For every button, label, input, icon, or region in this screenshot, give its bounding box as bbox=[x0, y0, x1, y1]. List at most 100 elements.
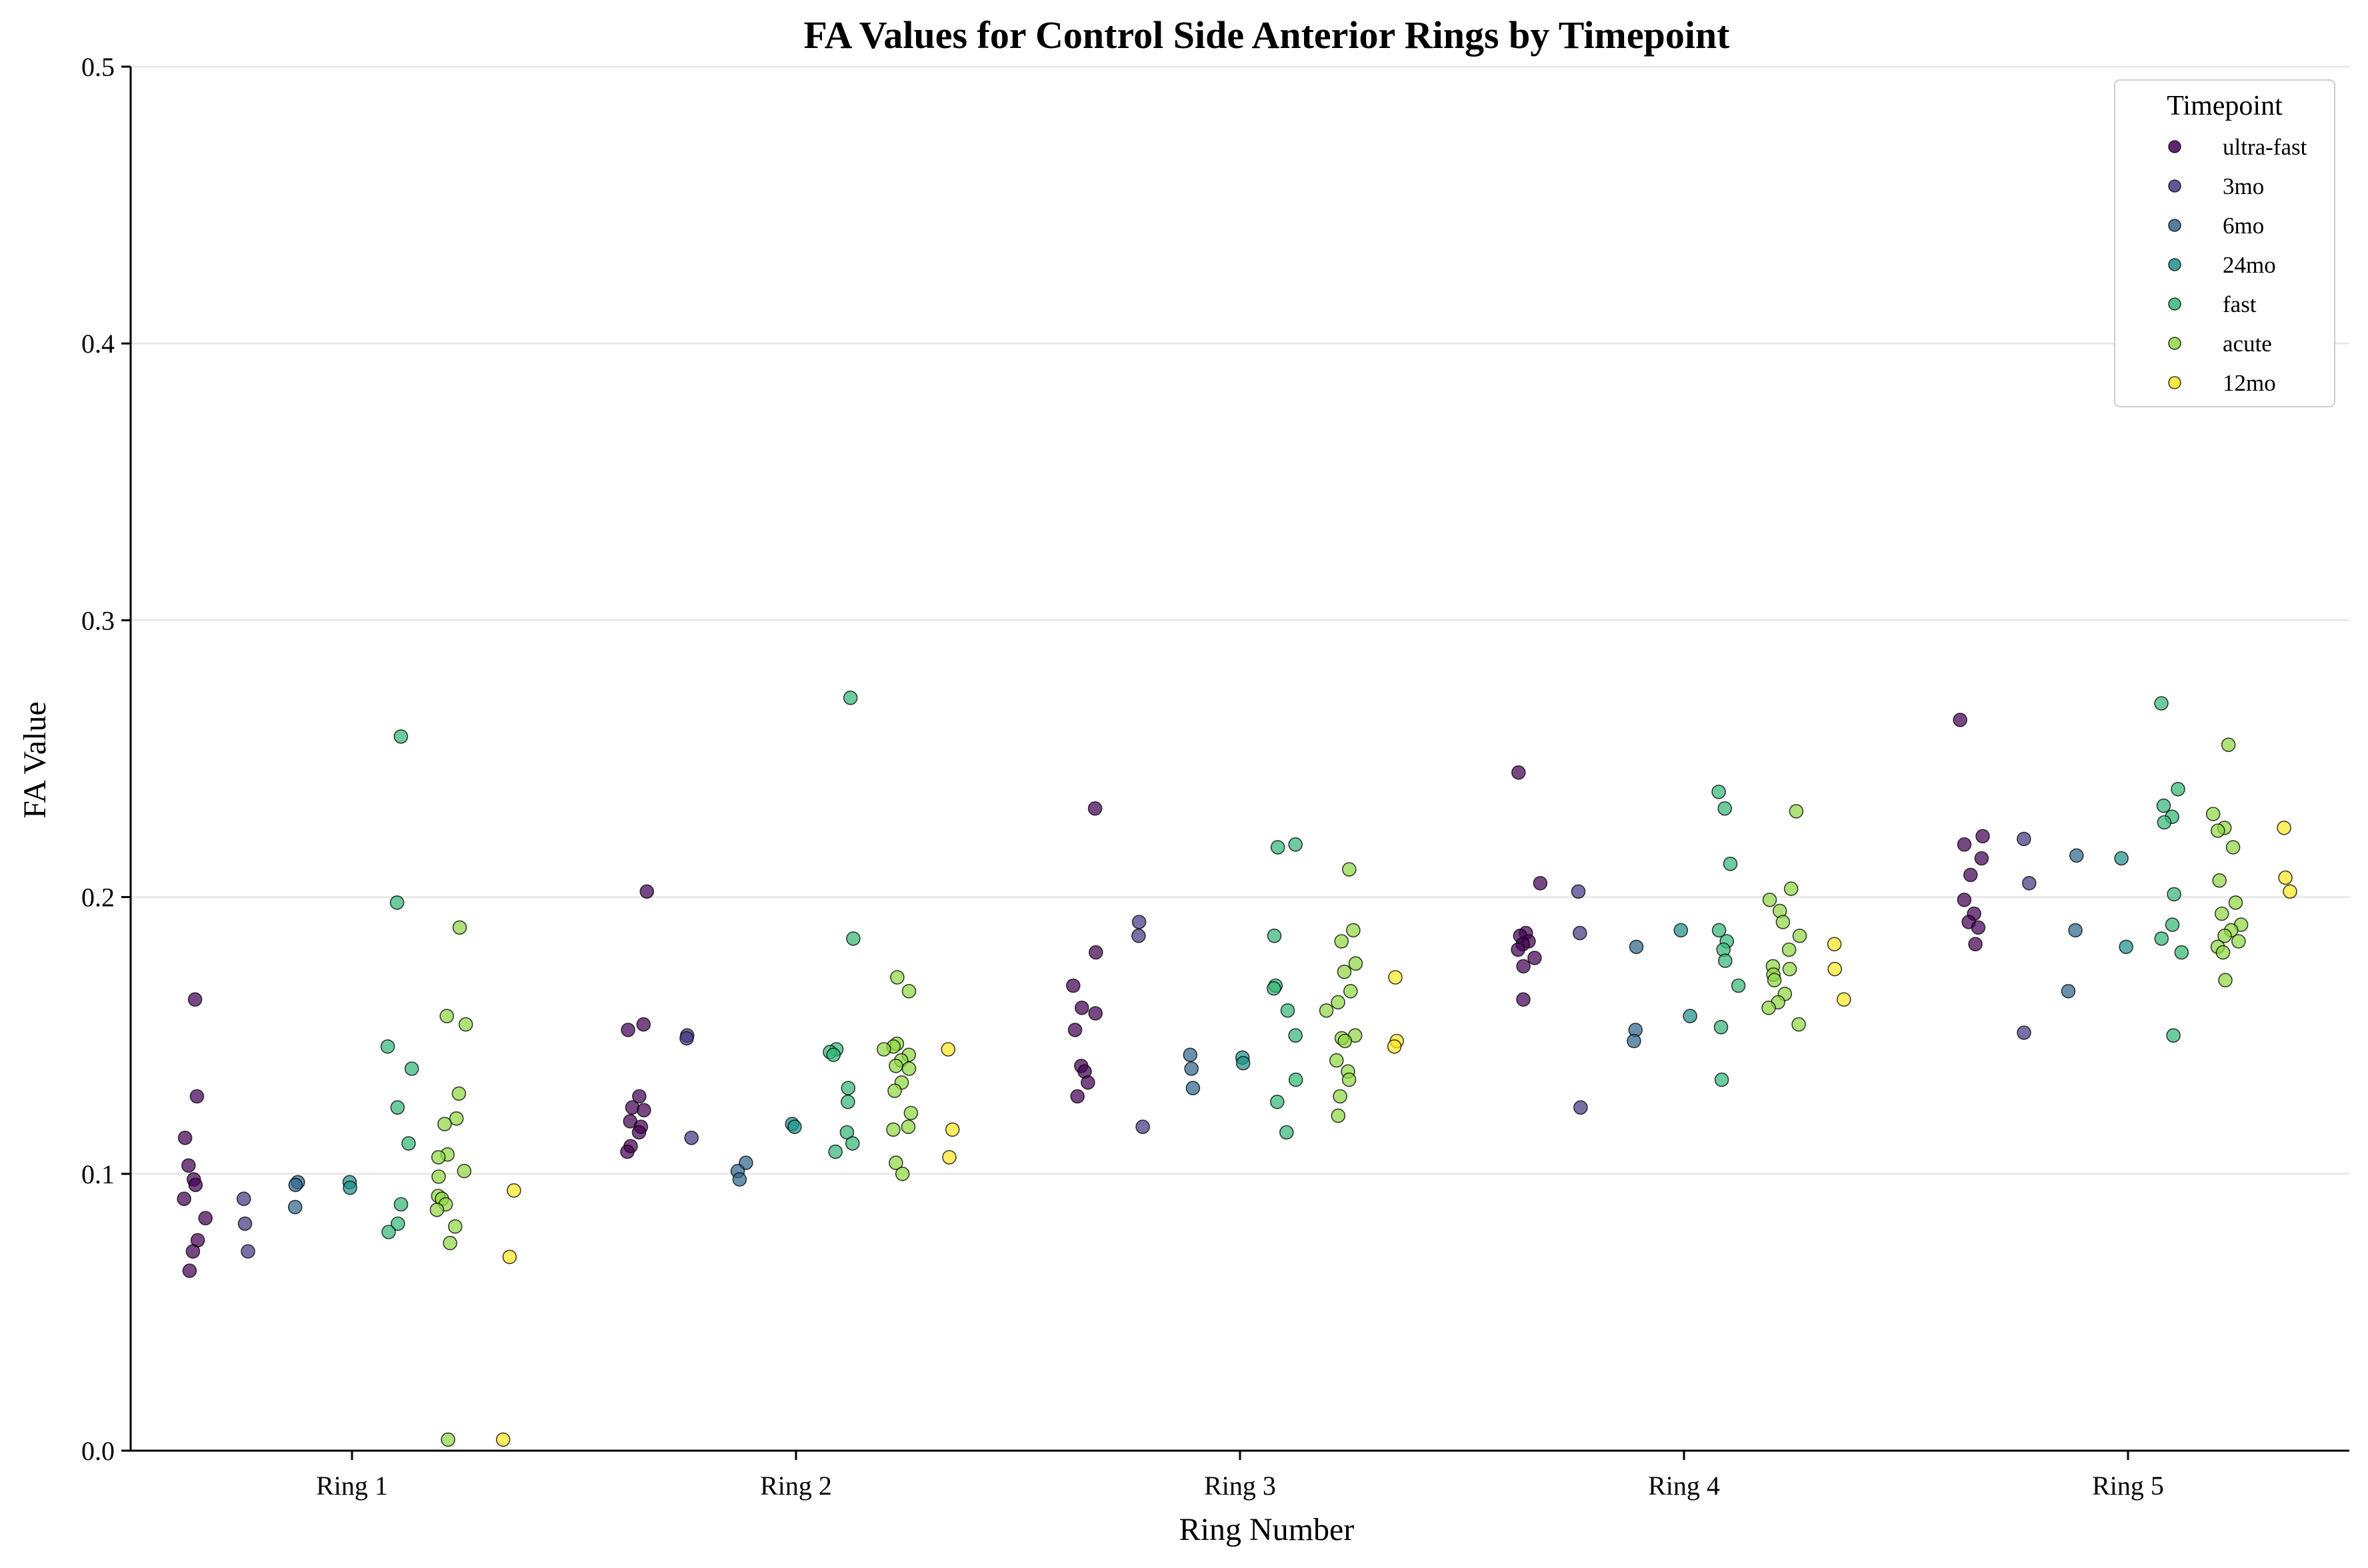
data-point bbox=[431, 1169, 446, 1184]
data-point bbox=[1070, 1089, 1085, 1104]
data-point bbox=[637, 1103, 651, 1118]
data-point bbox=[237, 1216, 253, 1231]
data-point bbox=[1333, 1089, 1347, 1104]
data-point bbox=[625, 1100, 640, 1115]
data-point bbox=[1975, 829, 1990, 844]
data-point bbox=[1827, 937, 1842, 951]
legend-marker bbox=[2168, 140, 2181, 153]
data-point bbox=[1511, 942, 1525, 957]
data-point bbox=[1343, 984, 1358, 999]
data-point bbox=[2166, 1028, 2181, 1043]
data-point bbox=[1387, 1039, 1402, 1054]
data-point bbox=[2174, 945, 2189, 960]
y-tick-label: 0.1 bbox=[81, 1159, 115, 1189]
data-point bbox=[187, 992, 203, 1007]
data-point bbox=[1279, 1125, 1294, 1140]
data-point bbox=[380, 1039, 395, 1054]
data-point bbox=[2221, 737, 2236, 752]
data-point bbox=[1533, 876, 1548, 891]
data-point bbox=[1337, 964, 1352, 979]
data-point bbox=[1270, 1095, 1285, 1109]
data-point bbox=[452, 920, 467, 935]
data-point bbox=[903, 1105, 919, 1121]
data-point bbox=[890, 970, 905, 985]
x-tick-label: Ring 3 bbox=[1204, 1471, 1276, 1501]
data-point bbox=[182, 1263, 197, 1278]
data-point bbox=[404, 1061, 419, 1076]
y-tick-label: 0.2 bbox=[81, 883, 115, 913]
data-point bbox=[901, 1119, 916, 1134]
data-point bbox=[1348, 956, 1363, 971]
data-point bbox=[889, 1059, 903, 1073]
data-point bbox=[2211, 823, 2225, 838]
data-point bbox=[1789, 804, 1804, 819]
data-point bbox=[288, 1177, 303, 1193]
data-point bbox=[1516, 992, 1531, 1007]
data-point bbox=[177, 1131, 193, 1145]
data-point bbox=[1791, 1017, 1806, 1032]
data-point bbox=[1288, 1072, 1303, 1087]
y-axis-label: FA Value bbox=[17, 701, 53, 819]
data-point bbox=[2278, 870, 2293, 885]
data-point bbox=[2228, 895, 2243, 910]
data-point bbox=[343, 1180, 357, 1195]
data-point bbox=[1953, 713, 1967, 727]
data-point bbox=[1516, 959, 1531, 974]
data-point bbox=[1627, 1033, 1641, 1049]
legend-label: acute bbox=[2223, 331, 2272, 357]
data-point bbox=[507, 1183, 521, 1198]
data-point bbox=[1957, 837, 1972, 852]
legend-label: 3mo bbox=[2223, 173, 2264, 199]
data-point bbox=[1963, 867, 1978, 883]
data-point bbox=[502, 1249, 517, 1265]
data-point bbox=[458, 1017, 473, 1032]
data-point bbox=[684, 1131, 699, 1145]
data-point bbox=[1511, 765, 1526, 780]
data-point bbox=[390, 1100, 405, 1115]
data-point bbox=[2154, 931, 2169, 946]
data-point bbox=[1761, 1000, 1776, 1015]
data-point bbox=[1337, 1033, 1353, 1049]
data-point bbox=[1775, 915, 1791, 929]
data-point bbox=[2119, 939, 2133, 955]
data-point bbox=[1723, 857, 1738, 871]
data-point bbox=[449, 1111, 464, 1126]
legend-label: 12mo bbox=[2223, 370, 2276, 396]
data-point bbox=[1718, 953, 1733, 968]
data-point bbox=[2068, 923, 2083, 938]
legend-label: fast bbox=[2223, 291, 2257, 317]
data-point bbox=[457, 1163, 472, 1179]
x-axis-ticks: Ring 1 Ring 2 Ring 3 Ring 4 Ring 5 bbox=[316, 1451, 2164, 1501]
legend-label: ultra-fast bbox=[2223, 134, 2307, 160]
data-point bbox=[1673, 923, 1689, 938]
data-point bbox=[1280, 1003, 1295, 1018]
legend-marker bbox=[2168, 337, 2181, 350]
data-point bbox=[1957, 893, 1972, 907]
data-point bbox=[1781, 942, 1797, 957]
data-point bbox=[901, 1061, 917, 1076]
data-point bbox=[441, 1432, 455, 1447]
data-point bbox=[241, 1244, 255, 1259]
data-point bbox=[1087, 801, 1103, 816]
data-point bbox=[495, 1432, 511, 1447]
data-point bbox=[620, 1144, 635, 1159]
data-point bbox=[2205, 807, 2221, 821]
legend-label: 24mo bbox=[2223, 252, 2276, 278]
data-point bbox=[1185, 1081, 1201, 1095]
data-point bbox=[1081, 1075, 1095, 1090]
data-point bbox=[381, 1225, 396, 1239]
data-point bbox=[2061, 984, 2076, 999]
data-points bbox=[177, 690, 2297, 1447]
y-axis-ticks: 0.0 0.1 0.2 0.3 0.4 0.5 bbox=[81, 52, 131, 1466]
data-point bbox=[2218, 973, 2233, 987]
data-point bbox=[1717, 801, 1732, 816]
data-point bbox=[1131, 928, 1146, 943]
data-point bbox=[429, 1203, 445, 1217]
legend-marker bbox=[2168, 219, 2181, 232]
data-point bbox=[828, 1144, 843, 1159]
data-point bbox=[1827, 961, 1842, 977]
data-point bbox=[1319, 1003, 1334, 1018]
data-point bbox=[636, 1017, 651, 1032]
data-point bbox=[1329, 1053, 1344, 1068]
